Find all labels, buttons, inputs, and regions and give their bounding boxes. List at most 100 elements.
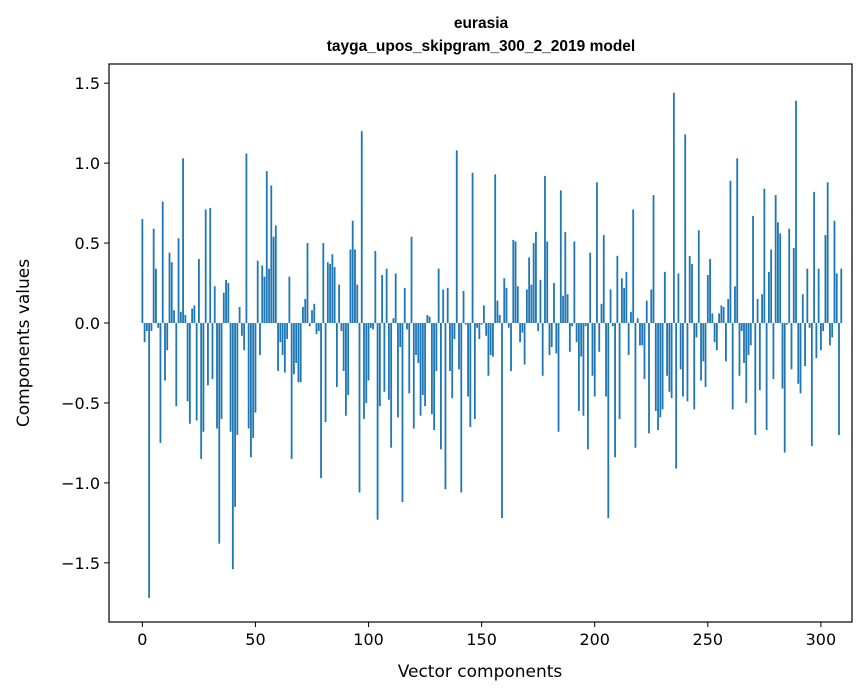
bar-40 <box>231 323 234 570</box>
bar-153 <box>487 323 490 376</box>
bar-18 <box>182 158 184 324</box>
bar-127 <box>428 316 431 324</box>
bar-61 <box>279 323 282 343</box>
bar-60 <box>277 323 279 371</box>
bar-25 <box>198 259 200 324</box>
y-axis-label: Components values <box>14 259 34 427</box>
bar-96 <box>358 323 361 493</box>
bar-173 <box>532 243 535 324</box>
bar-249 <box>704 323 707 387</box>
bar-244 <box>693 323 696 410</box>
bar-260 <box>729 180 732 324</box>
bar-285 <box>786 323 788 325</box>
bar-106 <box>381 275 384 324</box>
bar-247 <box>700 323 702 381</box>
bar-121 <box>415 323 417 355</box>
bar-72 <box>304 299 307 324</box>
bar-71 <box>302 307 304 324</box>
bar-169 <box>523 323 526 365</box>
bar-161 <box>505 287 508 324</box>
bar-307 <box>835 273 838 324</box>
bar-283 <box>781 323 784 389</box>
bar-305 <box>831 323 834 338</box>
bar-226 <box>652 195 655 324</box>
bar-83 <box>329 263 331 324</box>
bar-93 <box>351 220 354 324</box>
bar-231 <box>663 271 666 324</box>
bar-108 <box>385 268 388 324</box>
bar-191 <box>573 241 576 324</box>
bar-133 <box>442 289 445 324</box>
bar-105 <box>378 323 381 407</box>
bar-49 <box>252 323 255 439</box>
bar-150 <box>480 323 483 325</box>
bar-35 <box>220 323 223 419</box>
y-tick-label-6: 1.5 <box>75 74 100 93</box>
bar-241 <box>686 323 689 402</box>
bar-114 <box>399 323 402 347</box>
bar-143 <box>464 323 467 325</box>
bar-24 <box>195 323 198 421</box>
bar-77 <box>315 323 318 335</box>
bar-38 <box>227 283 230 324</box>
y-tick-label-1: −1.0 <box>61 474 100 493</box>
bar-22 <box>191 308 194 324</box>
bar-239 <box>682 323 684 397</box>
bar-124 <box>421 323 424 395</box>
bar-255 <box>718 313 721 324</box>
bar-32 <box>213 286 216 324</box>
bar-152 <box>485 323 488 336</box>
bar-274 <box>761 294 763 324</box>
bar-84 <box>331 254 334 324</box>
bar-198 <box>589 252 592 324</box>
bar-189 <box>568 323 571 352</box>
bar-126 <box>426 315 429 324</box>
bar-118 <box>408 323 411 394</box>
bar-269 <box>749 323 752 346</box>
bar-183 <box>555 323 558 354</box>
bar-19 <box>184 315 187 324</box>
bar-43 <box>238 307 241 324</box>
bar-85 <box>333 267 336 324</box>
bar-156 <box>494 174 497 324</box>
bar-199 <box>591 323 594 376</box>
bar-279 <box>772 323 775 379</box>
bar-51 <box>256 260 259 324</box>
bar-29 <box>207 323 209 386</box>
bar-193 <box>577 323 580 411</box>
bar-221 <box>641 323 644 346</box>
bar-187 <box>564 231 567 324</box>
bar-87 <box>338 284 341 324</box>
bar-210 <box>616 255 619 324</box>
bar-234 <box>670 323 673 399</box>
x-tick-label-5: 250 <box>693 630 724 649</box>
bar-36 <box>222 292 225 324</box>
bar-264 <box>738 323 741 376</box>
bar-233 <box>668 323 671 392</box>
bar-176 <box>539 279 542 324</box>
bar-238 <box>679 323 682 370</box>
bar-303 <box>826 182 829 324</box>
bar-162 <box>507 323 510 328</box>
bar-200 <box>593 323 596 397</box>
bar-42 <box>236 323 239 435</box>
bar-115 <box>401 323 404 503</box>
bar-300 <box>820 323 822 351</box>
bar-27 <box>202 323 205 432</box>
bar-266 <box>743 323 745 363</box>
bar-16 <box>177 238 180 324</box>
bar-278 <box>770 249 773 324</box>
bar-213 <box>623 287 626 324</box>
bar-235 <box>672 92 675 324</box>
bar-90 <box>345 323 347 416</box>
bar-50 <box>254 323 257 413</box>
bar-232 <box>666 323 668 376</box>
bar-113 <box>397 323 399 418</box>
bar-63 <box>283 323 286 373</box>
bar-21 <box>188 323 191 424</box>
bar-122 <box>417 323 420 363</box>
bar-97 <box>360 131 363 324</box>
bar-267 <box>745 323 748 403</box>
bar-109 <box>387 323 390 400</box>
